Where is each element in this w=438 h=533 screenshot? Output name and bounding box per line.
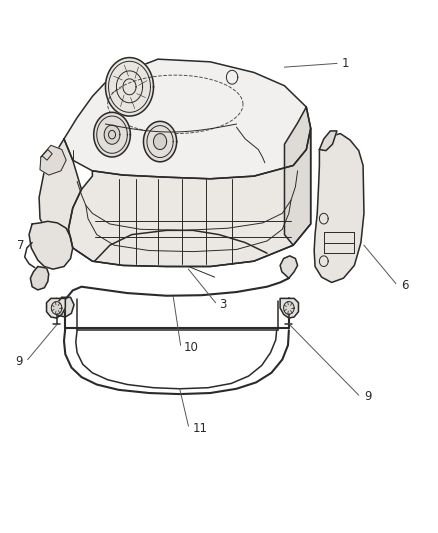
- Polygon shape: [39, 139, 81, 245]
- Polygon shape: [30, 266, 49, 290]
- Text: 9: 9: [15, 354, 22, 368]
- Text: 7: 7: [17, 239, 25, 252]
- Text: 11: 11: [193, 422, 208, 434]
- Text: 6: 6: [401, 279, 408, 292]
- Polygon shape: [284, 302, 294, 314]
- Polygon shape: [68, 128, 311, 266]
- Polygon shape: [104, 125, 120, 144]
- Polygon shape: [319, 131, 337, 151]
- Polygon shape: [29, 221, 73, 269]
- Polygon shape: [94, 112, 131, 157]
- Text: 9: 9: [364, 390, 371, 403]
- Polygon shape: [144, 122, 177, 162]
- Polygon shape: [153, 134, 166, 150]
- Text: 1: 1: [342, 57, 350, 70]
- Text: 10: 10: [184, 341, 199, 354]
- Polygon shape: [46, 298, 65, 318]
- Polygon shape: [40, 146, 66, 175]
- Polygon shape: [285, 107, 311, 245]
- Polygon shape: [280, 256, 297, 278]
- Polygon shape: [51, 302, 62, 314]
- Polygon shape: [280, 298, 298, 318]
- Polygon shape: [55, 297, 74, 317]
- Text: 3: 3: [219, 298, 226, 311]
- Polygon shape: [106, 58, 153, 116]
- Polygon shape: [64, 59, 311, 179]
- Polygon shape: [314, 134, 364, 282]
